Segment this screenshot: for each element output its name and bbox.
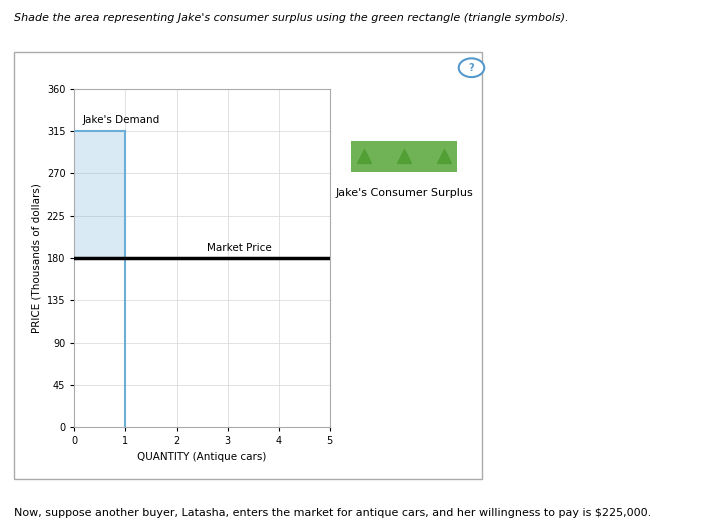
Text: Shade the area representing Jake's consumer surplus using the green rectangle (t: Shade the area representing Jake's consu… <box>14 13 569 23</box>
Y-axis label: PRICE (Thousands of dollars): PRICE (Thousands of dollars) <box>31 183 41 333</box>
Text: Jake's Consumer Surplus: Jake's Consumer Surplus <box>335 188 473 197</box>
Text: Jake's Demand: Jake's Demand <box>82 115 160 126</box>
Text: Now, suppose another buyer, Latasha, enters the market for antique cars, and her: Now, suppose another buyer, Latasha, ent… <box>14 508 652 518</box>
Bar <box>74 131 125 258</box>
Text: Market Price: Market Price <box>207 243 272 253</box>
Text: ?: ? <box>469 63 474 73</box>
X-axis label: QUANTITY (Antique cars): QUANTITY (Antique cars) <box>138 452 267 462</box>
